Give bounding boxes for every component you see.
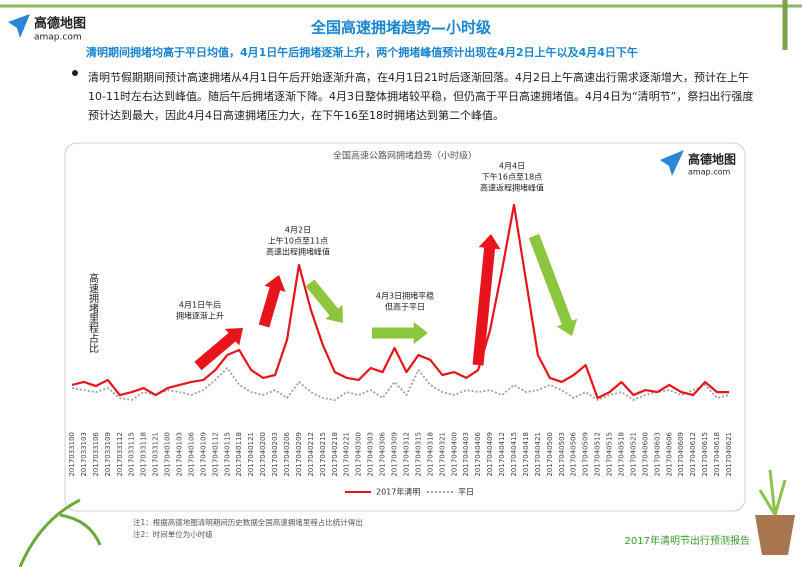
x-tick-label: 2017033115 <box>128 432 136 477</box>
x-tick-label: 2017033106 <box>92 431 100 476</box>
logo-url: amap.com <box>34 33 82 43</box>
bullet-text: 清明节假期期间预计高速拥堵从4月1日午后开始逐渐升高，在4月1日21时后逐渐回落… <box>88 71 754 122</box>
x-tick-label: 2017033100 <box>68 432 76 477</box>
annotation: 4月4日 <box>499 162 525 171</box>
x-tick-label: 2017040306 <box>379 431 387 476</box>
x-tick-label: 2017040515 <box>606 432 614 477</box>
annotation: 4月3日拥堵平稳 <box>376 291 434 301</box>
x-tick-label: 2017040603 <box>653 432 661 477</box>
arrow <box>472 233 501 366</box>
chart-logo-url: amap.com <box>688 168 731 177</box>
x-tick-label: 2017040615 <box>701 432 709 477</box>
annotation: 高速返程拥堵峰值 <box>480 183 544 193</box>
x-tick-label: 2017040503 <box>558 432 566 477</box>
x-tick-label: 2017040312 <box>402 432 410 477</box>
note: 注2：时间单位为小时级 <box>133 529 213 539</box>
logo-name: 高德地图 <box>34 16 86 32</box>
x-tick-label: 2017040100 <box>164 432 172 477</box>
x-tick-label: 2017040112 <box>211 432 219 477</box>
x-tick-label: 2017040518 <box>617 432 625 477</box>
x-tick-label: 2017040103 <box>176 432 184 477</box>
x-tick-label: 2017040521 <box>629 432 637 477</box>
x-tick-label: 2017040400 <box>450 432 458 477</box>
x-tick-label: 2017040206 <box>283 431 291 476</box>
x-tick-label: 2017033103 <box>80 432 88 477</box>
annotation: 4月1日午后 <box>179 300 221 310</box>
plant <box>758 469 787 516</box>
x-tick-label: 2017040303 <box>367 432 375 477</box>
chart-logo-icon <box>660 150 684 176</box>
x-tick-label: 2017040200 <box>259 432 267 477</box>
x-tick-label: 2017040106 <box>187 431 195 476</box>
chart-logo-name: 高德地图 <box>688 152 736 167</box>
annotation: 下午16点至18点 <box>482 172 542 182</box>
arrow <box>258 274 286 328</box>
x-tick-label: 2017040421 <box>534 432 542 477</box>
x-tick-label: 2017040412 <box>498 432 506 477</box>
note: 注1：根据高德地图清明期间历史数据全国高速拥堵里程占比统计得出 <box>133 517 363 527</box>
x-tick-label: 2017040203 <box>271 432 279 477</box>
x-tick-label: 2017040118 <box>235 432 243 477</box>
x-tick-label: 2017040403 <box>462 432 470 477</box>
x-tick-label: 2017040209 <box>295 432 303 477</box>
legend-label: 2017年清明 <box>376 487 420 497</box>
chart-title: 全国高速公路网拥堵趋势（小时级） <box>333 150 477 162</box>
annotation: 高速出程拥堵峰值 <box>266 247 330 257</box>
x-tick-label: 2017040606 <box>665 431 673 476</box>
x-tick-label: 2017040409 <box>486 432 494 477</box>
legend-label: 平日 <box>458 488 474 497</box>
x-tick-label: 2017040215 <box>319 432 327 477</box>
x-tick-label: 2017040221 <box>343 432 351 477</box>
x-tick-label: 2017040109 <box>199 432 207 477</box>
x-tick-label: 2017033112 <box>116 432 124 477</box>
x-tick-label: 2017040609 <box>677 432 685 477</box>
annotation: 拥堵逐渐上升 <box>176 311 224 321</box>
x-tick-label: 2017040418 <box>522 432 530 477</box>
x-tick-label: 2017040621 <box>725 432 733 477</box>
arrow <box>528 234 578 336</box>
arrow <box>194 328 243 371</box>
x-tick-label: 2017040406 <box>474 431 482 476</box>
x-tick-label: 2017040600 <box>641 432 649 477</box>
x-tick-label: 2017033121 <box>152 432 160 477</box>
x-tick-label: 2017040612 <box>689 432 697 477</box>
x-tick-label: 2017033118 <box>140 432 148 477</box>
arrow <box>305 279 344 323</box>
x-tick-label: 2017040321 <box>438 432 446 477</box>
series-line <box>71 203 729 400</box>
x-tick-label: 2017040300 <box>355 432 363 477</box>
x-tick-label: 2017040318 <box>426 432 434 477</box>
x-tick-label: 2017040212 <box>307 432 315 477</box>
x-tick-label: 2017040506 <box>570 431 578 476</box>
x-tick-label: 2017040315 <box>414 432 422 477</box>
annotation: 4月2日 <box>285 226 311 235</box>
logo-icon <box>8 14 30 38</box>
x-tick-label: 2017040415 <box>510 432 518 477</box>
pot <box>755 515 795 555</box>
bullet-dot <box>72 70 78 76</box>
x-tick-label: 2017040512 <box>594 432 602 477</box>
x-tick-label: 2017040218 <box>331 432 339 477</box>
footer: 2017年清明节出行预测报告 <box>625 534 750 547</box>
series-line <box>71 367 730 401</box>
annotation: 上午10点至11点 <box>268 236 328 246</box>
x-tick-label: 2017040121 <box>247 432 255 477</box>
arrow <box>372 322 428 344</box>
annotation: 但高于平日 <box>385 302 425 312</box>
x-tick-label: 2017033109 <box>104 432 112 477</box>
x-tick-label: 2017040115 <box>223 432 231 477</box>
x-tick-label: 2017040309 <box>391 432 399 477</box>
plant <box>18 498 102 567</box>
x-tick-label: 2017040509 <box>582 432 590 477</box>
x-tick-label: 2017040500 <box>546 432 554 477</box>
y-axis-label: 高速拥堵里程占比 <box>87 272 99 353</box>
x-tick-label: 2017040618 <box>713 432 721 477</box>
subtitle: 清明期间拥堵均高于平日均值，4月1日午后拥堵逐渐上升，两个拥堵峰值预计出现在4月… <box>86 45 638 59</box>
page-title: 全国高速拥堵趋势—小时级 <box>310 19 492 37</box>
chart-frame <box>64 142 746 512</box>
